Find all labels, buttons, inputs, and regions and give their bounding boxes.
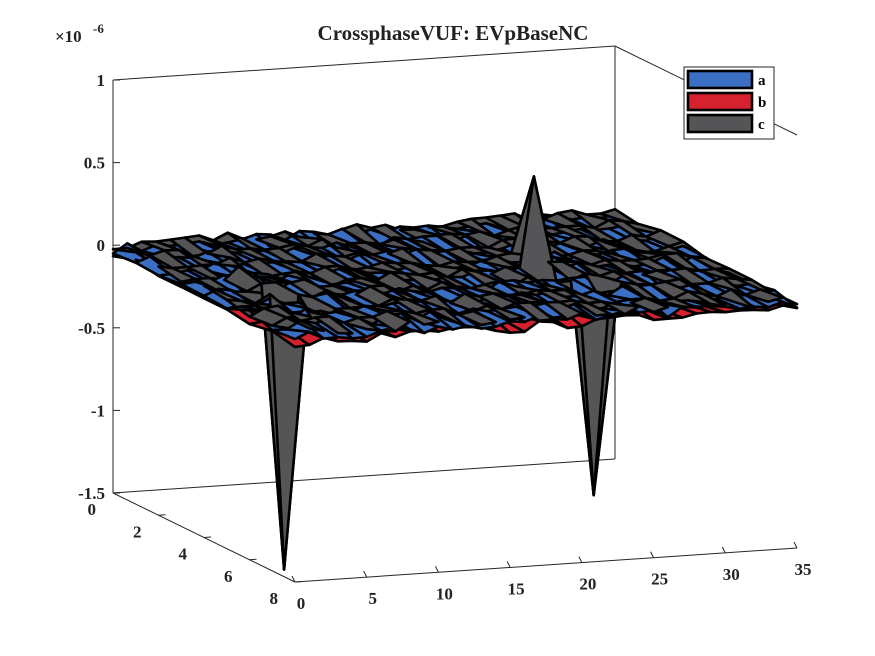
- surface-facet-c: [285, 316, 326, 333]
- z-tick-label: 0: [97, 236, 106, 255]
- x-tick-mark: [793, 541, 798, 549]
- x-tick-label: 30: [723, 565, 740, 584]
- y-tick-label: 2: [133, 522, 142, 541]
- z-tick-label: -1: [91, 401, 105, 420]
- y-tick-label: 6: [224, 567, 233, 586]
- y-tick-label: 4: [179, 545, 188, 564]
- x-tick-label: 35: [795, 560, 812, 579]
- surface-facet-c: [629, 296, 670, 314]
- legend-swatch-b: [686, 91, 754, 112]
- surface-facet-c: [371, 309, 412, 333]
- y-tick-mark: [203, 536, 212, 538]
- y-tick-mark: [158, 514, 166, 516]
- x-tick-label: 20: [579, 575, 596, 594]
- z-tick-label: -1.5: [78, 484, 105, 503]
- x-tick-label: 10: [436, 584, 453, 603]
- x-tick-mark: [721, 546, 726, 554]
- legend-label-b: b: [758, 95, 766, 111]
- z-tick-label: 0.5: [84, 154, 105, 173]
- surface-facet-c: [715, 287, 756, 310]
- x-tick-label: 25: [651, 570, 668, 589]
- surface-facet-c: [744, 288, 785, 304]
- surface-facet-c: [543, 300, 584, 321]
- z-tick-label: -0.5: [78, 319, 105, 338]
- box-edge: [112, 45, 616, 81]
- x-tick-label: 0: [297, 594, 306, 613]
- chart-title: CrossphaseVUF: EVpBaseNC: [318, 21, 589, 45]
- surface-facet-c: [658, 296, 698, 309]
- x-tick-mark: [578, 556, 583, 563]
- x-tick-mark: [363, 570, 368, 578]
- exponent-power: -6: [93, 21, 104, 36]
- surface-facet-c: [686, 289, 727, 307]
- y-tick-label: 0: [88, 500, 97, 519]
- y-tick-mark: [112, 492, 121, 494]
- legend-label-a: a: [758, 73, 766, 89]
- surface-facet-c: [457, 309, 498, 327]
- surface-facet-c: [399, 309, 440, 326]
- z-tick-label: 1: [97, 71, 106, 90]
- x-tick-label: 15: [508, 579, 525, 598]
- y-tick-mark: [294, 581, 303, 583]
- surface-plot: [111, 175, 799, 571]
- surface-facet-c: [486, 304, 526, 322]
- axes-frame: [112, 492, 798, 583]
- surface-facet-c: [342, 316, 383, 333]
- legend: abc: [683, 66, 775, 140]
- legend-swatch-a: [686, 69, 754, 90]
- x-tick-mark: [291, 575, 296, 583]
- legend-swatch-c: [686, 113, 754, 134]
- y-tick-label: 8: [270, 589, 279, 608]
- x-tick-label: 5: [368, 589, 377, 608]
- box-edge: [112, 458, 616, 494]
- axis-line: [294, 547, 798, 583]
- y-tick-mark: [249, 558, 257, 561]
- legend-label-c: c: [758, 117, 765, 133]
- surface-facet-c: [313, 315, 354, 335]
- x-tick-mark: [506, 561, 511, 568]
- x-tick-mark: [434, 566, 439, 573]
- surface-facet-c: [514, 300, 555, 323]
- x-tick-mark: [650, 551, 655, 558]
- surface-facet-c: [428, 307, 469, 329]
- surface-facet-c: [572, 299, 612, 317]
- exponent-label: ×10 -6: [55, 21, 104, 46]
- exponent-base: ×10: [55, 27, 82, 46]
